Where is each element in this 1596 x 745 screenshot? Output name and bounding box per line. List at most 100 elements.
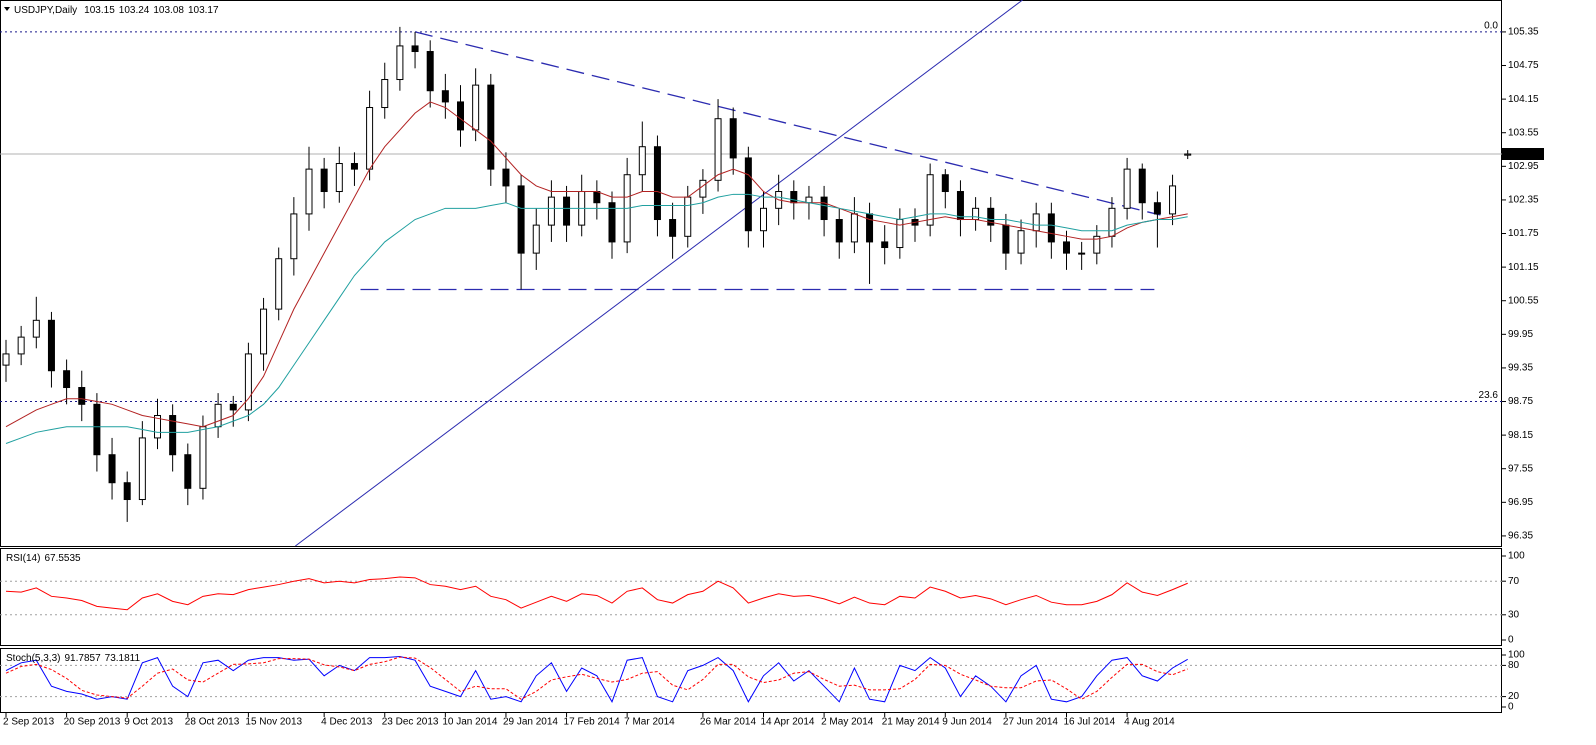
y-tick-label: 100 [1508,551,1525,562]
x-tick-label: 29 Jan 2014 [503,717,558,728]
candle-body [1184,153,1192,156]
fib-level-label: 23.6 [1479,390,1499,401]
menu-triangle[interactable] [4,7,10,11]
candle-body [426,51,434,92]
rsi-title: RSI(14) [6,553,40,564]
candle-body [1138,168,1146,204]
candle-body [411,45,419,53]
close-value: 103.17 [188,5,219,16]
y-tick-label: 80 [1508,660,1520,671]
candle-body [835,219,843,243]
candle-body [487,84,495,170]
candle-body [896,219,904,249]
candle-body [850,213,858,243]
x-tick-label: 9 Oct 2013 [124,717,173,728]
x-tick-label: 16 Jul 2014 [1064,717,1116,728]
candle-body [457,101,464,131]
candle-body [517,185,525,254]
y-tick-label: 0 [1508,702,1514,713]
candle-body [532,224,540,254]
x-tick-label: 10 Jan 2014 [442,717,497,728]
candle-body [47,319,55,372]
candle-body [1108,207,1116,237]
candle-body [1123,168,1131,209]
candle-body [78,387,86,405]
candle-body [335,163,343,193]
candle-body [199,426,207,489]
current-price-label: 103.17 [1505,149,1536,160]
indicator-line [5,576,1188,611]
trend-line [414,31,1161,216]
candle-body [820,196,828,221]
y-tick-label: 104.75 [1508,60,1539,71]
stoch-header: Stoch(5,3,3) 91.7857 73.1811 [6,653,140,664]
y-tick-label: 99.95 [1508,329,1533,340]
y-tick-label: 70 [1508,576,1520,587]
candle-body [260,308,268,355]
y-tick-label: 99.35 [1508,363,1533,374]
candle-body [866,213,874,243]
x-tick-label: 4 Aug 2014 [1124,717,1175,728]
y-tick-label: 97.55 [1508,463,1533,474]
indicator-line [5,656,1188,703]
low-value: 103.08 [153,5,184,16]
y-tick-label: 98.75 [1508,396,1533,407]
x-tick-label: 2 May 2014 [821,717,874,728]
candle-body [244,353,252,411]
x-tick-label: 21 May 2014 [882,717,940,728]
axes: 96.35 96.95 97.55 98.15 98.75 99.35 99.95 100.5… [3,27,1544,728]
stoch-main-value: 91.7857 [64,653,101,664]
moving-average [5,193,1188,444]
candle-body [729,118,737,159]
x-tick-label: 2 Sep 2013 [3,717,55,728]
candle-body [1063,241,1070,254]
x-tick-label: 20 Sep 2013 [64,717,121,728]
candle-body [305,168,313,215]
y-tick-label: 100.55 [1508,295,1539,306]
rsi-header: RSI(14) 67.5535 [6,553,81,564]
symbol-title: USDJPY,Daily [14,5,77,16]
y-tick-label: 101.75 [1508,228,1539,239]
main-panel-frame [0,0,1502,547]
x-tick-label: 27 Jun 2014 [1003,717,1058,728]
candle-body [547,196,555,226]
candle-body [441,90,449,103]
candle-body [108,454,116,484]
moving-average [5,101,1188,428]
y-tick-label: 100 [1508,650,1525,661]
candle-body [563,196,571,226]
rsi-value: 67.5535 [44,553,81,564]
high-value: 103.24 [119,5,150,16]
candle-body [956,191,964,221]
y-tick-label: 102.35 [1508,195,1539,206]
fib-level-label: 0.0 [1484,21,1498,32]
x-tick-label: 4 Dec 2013 [321,717,373,728]
candle-body [684,196,692,237]
candle-body [941,174,949,193]
candle-body [653,146,661,221]
candle-body [881,241,889,249]
candle-body [290,213,298,260]
candle-body [275,258,283,310]
chart-header: USDJPY,Daily 103.15 103.24 103.08 103.17 [14,5,219,16]
rsi-panel-frame [0,548,1502,646]
y-tick-label: 0 [1508,635,1514,646]
candle-body [638,146,646,176]
candle-body [1169,185,1177,215]
candle-body [1017,230,1025,254]
main-panel: 0.0 23.6 [0,0,1502,546]
candle-body [214,403,222,428]
y-tick-label: 104.15 [1508,94,1539,105]
candle-body [123,482,131,501]
y-tick-label: 103.55 [1508,127,1539,138]
y-tick-label: 30 [1508,609,1520,620]
trend-line [295,0,1023,546]
candle-body [1078,252,1086,255]
candle-body [1153,202,1161,215]
candle-body [381,79,389,109]
candle-body [93,403,101,456]
y-tick-label: 96.35 [1508,531,1533,542]
candle-body [699,179,707,198]
candle-body [138,437,146,501]
candle-body [1047,213,1055,243]
